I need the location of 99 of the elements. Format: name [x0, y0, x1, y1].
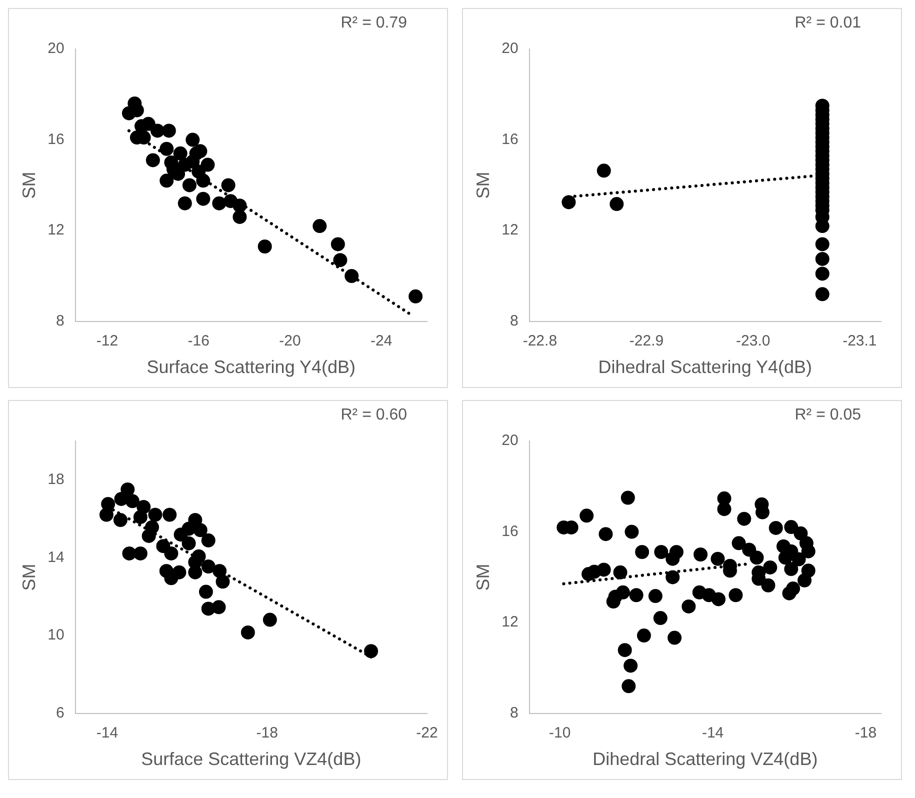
point [198, 584, 213, 599]
point [182, 178, 196, 192]
x-tick-label: -24 [370, 332, 392, 350]
point [212, 600, 226, 614]
point [258, 239, 272, 254]
point [200, 158, 215, 172]
text: R² = 0.05 [794, 406, 862, 424]
point [189, 146, 204, 160]
point [141, 116, 156, 131]
point [148, 508, 162, 522]
point [815, 252, 830, 266]
y-tick-label: 14 [48, 548, 64, 566]
point [815, 266, 830, 281]
y-tick-label: 8 [56, 312, 64, 330]
x-axis-title: Surface Scattering Y4(dB) [146, 357, 356, 378]
point [333, 253, 348, 268]
x-tick-label: -22.9 [629, 332, 664, 350]
y-tick-label: 10 [48, 626, 64, 644]
point [160, 174, 174, 188]
point [122, 546, 136, 560]
x-tick-label: -22.8 [522, 332, 558, 350]
point [166, 162, 180, 176]
point [312, 219, 327, 234]
x-tick-label: -16 [188, 332, 210, 350]
point [815, 287, 830, 302]
y-tick-label: 12 [502, 614, 518, 631]
point [186, 132, 200, 147]
point [162, 124, 176, 138]
point [596, 164, 611, 178]
text: R² = 0.79 [340, 14, 408, 32]
point [125, 494, 140, 508]
y-tick-label: 16 [48, 130, 64, 148]
point [182, 536, 196, 550]
x-tick-label: -14 [702, 724, 724, 742]
x-tick-label: -12 [96, 332, 118, 350]
point [172, 565, 186, 580]
point [113, 512, 128, 527]
x-tick-label: -18 [256, 724, 278, 742]
y-tick-label: 16 [502, 522, 518, 540]
point [160, 142, 174, 156]
point [232, 198, 247, 213]
point [562, 195, 576, 210]
y-tick-label: 20 [502, 432, 518, 450]
point [162, 508, 177, 522]
point [188, 565, 202, 580]
point [408, 289, 423, 304]
point [133, 510, 148, 524]
y-tick-label: 16 [502, 130, 518, 148]
point [99, 508, 114, 522]
x-axis-title: Dihedral Scattering VZ4(dB) [592, 749, 818, 770]
x-tick-label: -20 [279, 332, 301, 350]
point [178, 196, 192, 210]
point [164, 546, 178, 560]
x-tick-label: -10 [549, 724, 571, 742]
point [201, 560, 216, 574]
point [330, 237, 345, 252]
y-axis-title: SM [18, 564, 39, 591]
point [142, 528, 156, 543]
x-tick-label: -22 [416, 724, 438, 742]
y-tick-label: 20 [502, 40, 518, 58]
y-axis-title: SM [472, 172, 493, 199]
point [133, 546, 148, 560]
y-axis-title: SM [472, 564, 493, 591]
point [150, 124, 165, 138]
y-tick-label: 6 [56, 704, 64, 722]
y-tick-label: 12 [502, 222, 518, 239]
y-tick-label: 12 [48, 222, 64, 239]
point [192, 164, 206, 179]
point [221, 178, 236, 192]
point [344, 269, 359, 283]
point [216, 574, 230, 589]
point [174, 528, 188, 542]
point [262, 612, 277, 627]
point [114, 492, 128, 506]
point [815, 237, 830, 252]
point [193, 523, 208, 538]
x-tick-label: -23.1 [842, 332, 877, 350]
point [610, 197, 624, 212]
y-tick-label: 8 [510, 312, 518, 330]
point [201, 533, 216, 548]
x-tick-label: -23.0 [736, 332, 770, 350]
point [173, 146, 188, 160]
y-tick-label: 18 [48, 471, 64, 488]
y-axis-title: SM [18, 172, 39, 199]
point [240, 625, 255, 640]
text: R² = 0.01 [794, 14, 862, 32]
x-axis-title: Dihedral Scattering Y4(dB) [598, 357, 812, 378]
y-tick-label: 8 [510, 704, 518, 722]
point [146, 153, 160, 168]
text: R² = 0.60 [340, 406, 408, 424]
y-tick-label: 20 [48, 40, 64, 58]
point [212, 564, 227, 578]
point [212, 196, 226, 210]
point [364, 644, 378, 658]
point [232, 210, 247, 224]
point [196, 192, 210, 206]
x-tick-label: -18 [854, 724, 877, 742]
x-tick-label: -14 [96, 724, 118, 742]
x-axis-title: Surface Scattering VZ4(dB) [141, 749, 362, 770]
